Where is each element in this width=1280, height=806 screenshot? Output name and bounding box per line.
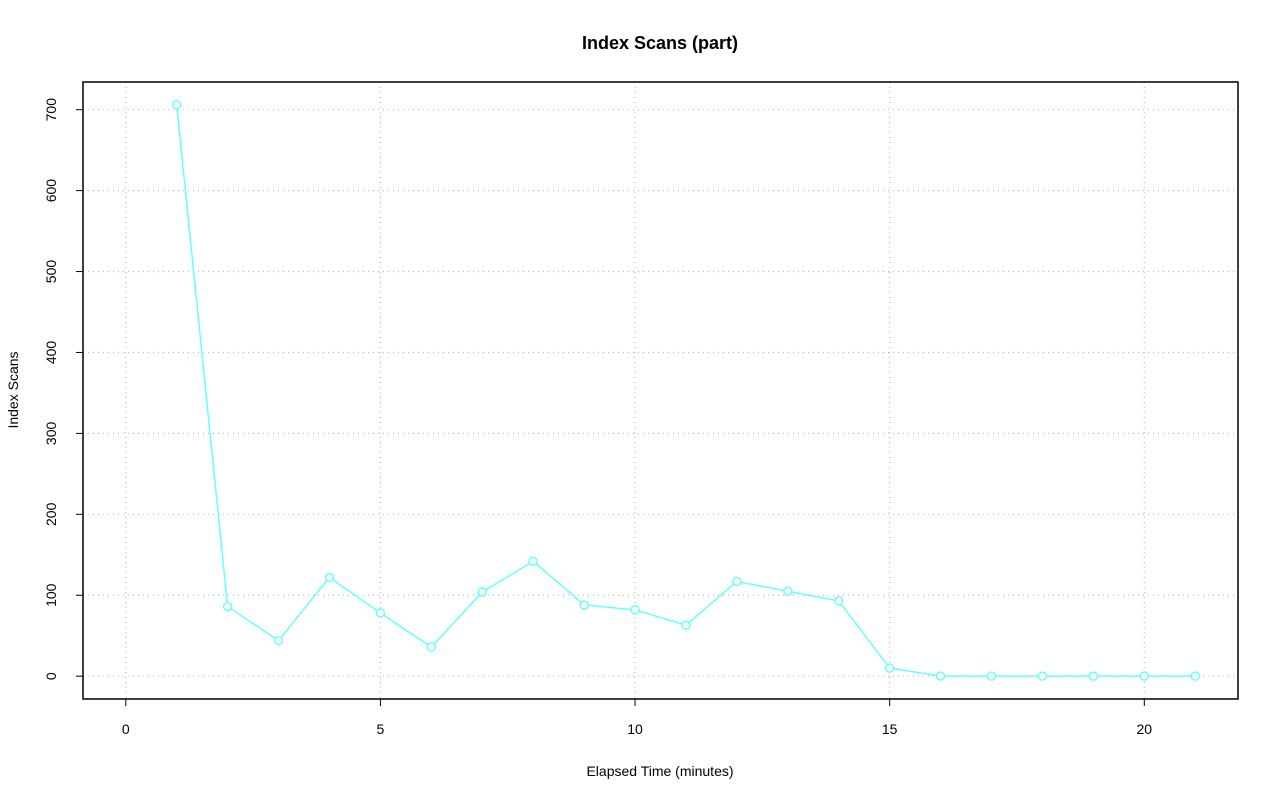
- y-tick-label: 500: [43, 260, 59, 284]
- data-point: [579, 600, 589, 610]
- y-tick-label: 100: [43, 583, 59, 607]
- data-point: [477, 587, 488, 597]
- y-tick-label: 700: [43, 98, 59, 122]
- data-point: [222, 601, 233, 612]
- chart-title: Index Scans (part): [582, 33, 738, 53]
- data-point: [1037, 671, 1048, 681]
- data-point: [1190, 671, 1200, 681]
- data-point: [833, 596, 844, 606]
- x-tick-label: 20: [1137, 721, 1153, 737]
- data-point: [324, 572, 335, 583]
- x-tick-label: 5: [377, 721, 385, 737]
- y-tick-label: 200: [43, 502, 59, 526]
- x-axis-label: Elapsed Time (minutes): [586, 763, 733, 779]
- x-tick-label: 10: [627, 721, 643, 737]
- data-point: [375, 608, 386, 618]
- x-tick-label: 0: [122, 721, 130, 737]
- data-point: [426, 642, 437, 652]
- data-point: [630, 605, 640, 615]
- data-point: [273, 635, 284, 646]
- data-point: [681, 620, 691, 630]
- data-point: [528, 556, 538, 567]
- y-tick-label: 400: [43, 341, 59, 365]
- data-point: [732, 576, 742, 587]
- data-point: [1139, 671, 1150, 681]
- y-tick-label: 600: [43, 179, 59, 203]
- data-point: [935, 671, 946, 681]
- data-point: [884, 663, 895, 673]
- y-tick-label: 0: [43, 672, 59, 680]
- data-point: [171, 100, 182, 110]
- data-point: [1088, 671, 1099, 681]
- plot-frame: [82, 81, 1239, 700]
- data-point: [986, 671, 997, 681]
- x-tick-label: 15: [882, 721, 898, 737]
- y-axis-label: Index Scans: [5, 351, 21, 428]
- data-point: [783, 586, 793, 596]
- y-tick-label: 300: [43, 421, 59, 445]
